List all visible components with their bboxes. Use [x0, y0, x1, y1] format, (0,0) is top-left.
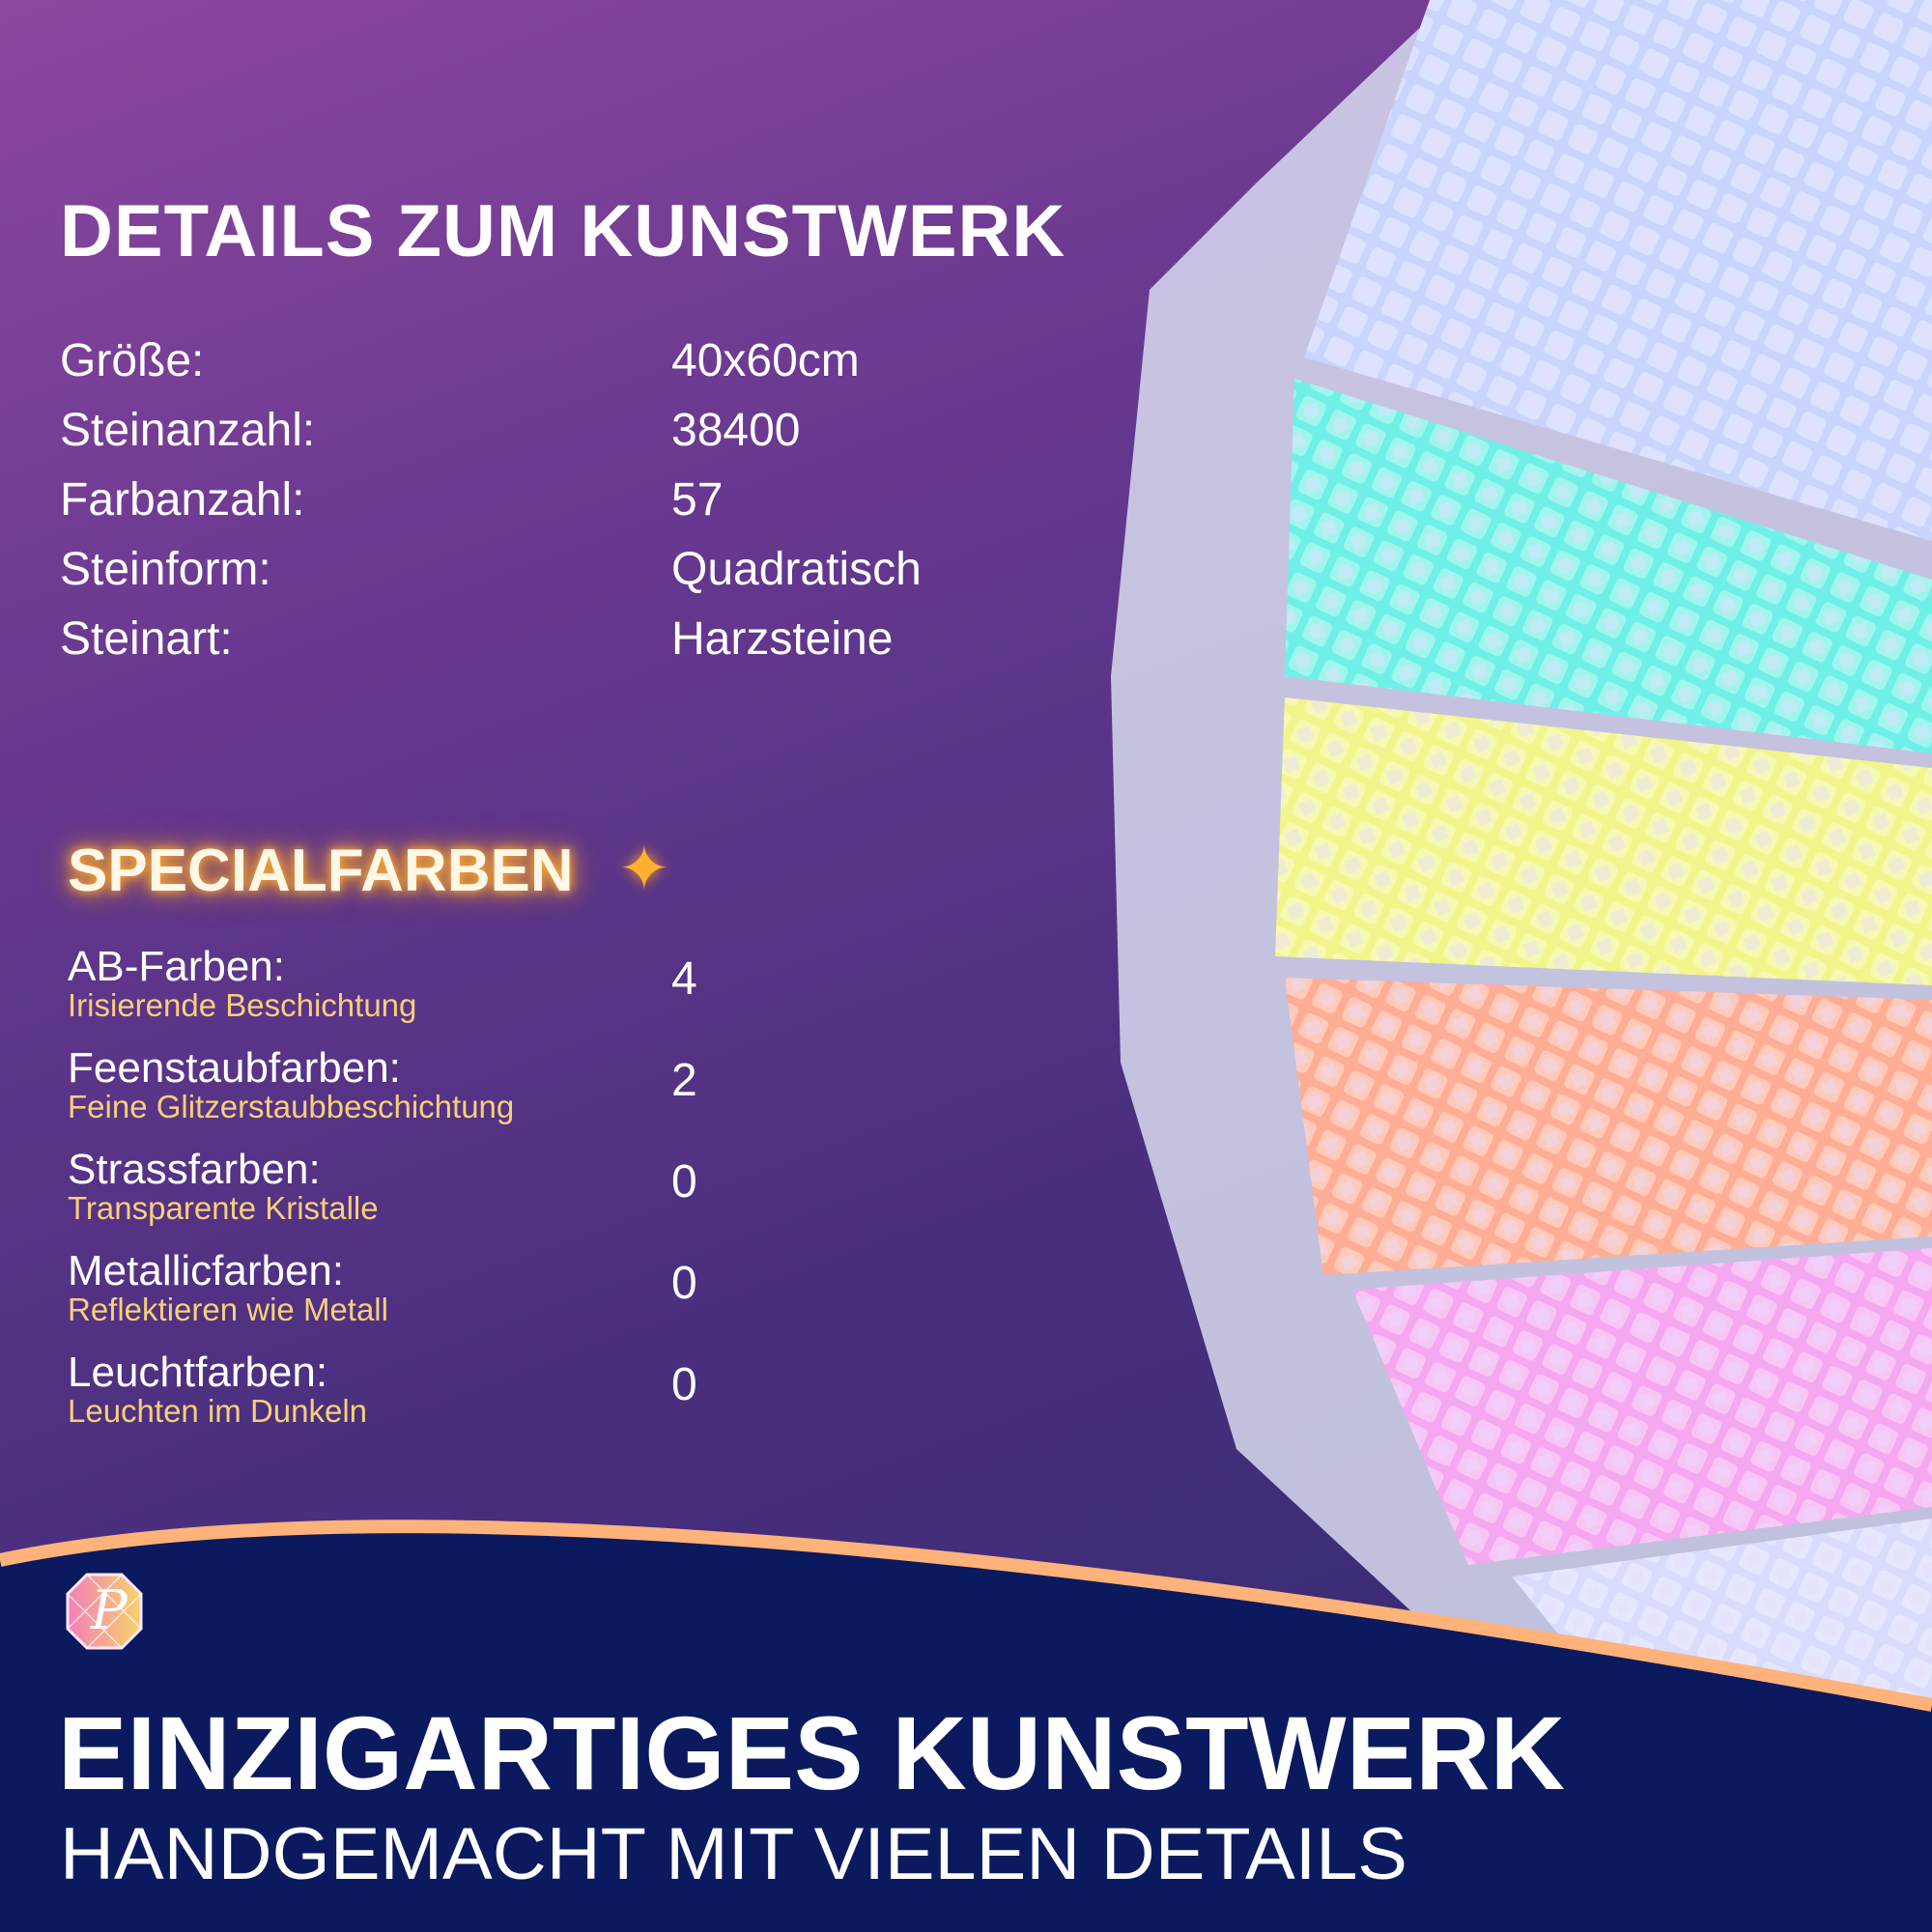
special-color-description: Reflektieren wie Metall [68, 1292, 388, 1327]
detail-label: Steinanzahl: [60, 405, 316, 456]
bead-texture [1275, 697, 1932, 985]
special-color-label: Strassfarben: [68, 1146, 321, 1193]
special-color-count: 4 [671, 953, 697, 1005]
footer-subline: HANDGEMACHT MIT VIELEN DETAILS [60, 1812, 1407, 1896]
bead-texture [1304, 0, 1932, 541]
special-color-count: 0 [671, 1156, 697, 1208]
detail-value: 38400 [671, 405, 801, 456]
special-color-count: 2 [671, 1055, 697, 1106]
special-color-label: Leuchtfarben: [68, 1349, 328, 1396]
detail-label: Steinform: [60, 544, 271, 595]
special-color-description: Feine Glitzerstaubbeschichtung [68, 1089, 515, 1124]
detail-value: Quadratisch [671, 544, 922, 595]
bead-texture [1352, 1248, 1932, 1565]
accent-curve [0, 1520, 1932, 1712]
special-color-count: 0 [671, 1258, 697, 1309]
footer-headline-text: EINZIGARTIGES KUNSTWERK [58, 1694, 1565, 1811]
detail-value: Harzsteine [671, 613, 894, 665]
bead-texture [1285, 978, 1932, 1275]
special-color-label: Metallicfarben: [68, 1247, 345, 1294]
brand-logo: P [66, 1573, 143, 1650]
detail-label: Größe: [60, 335, 205, 386]
details-title: DETAILS ZUM KUNSTWERK [60, 190, 1066, 272]
footer-headline: EINZIGARTIGES KUNSTWERK [58, 1692, 1577, 1813]
special-color-label: Feenstaubfarben: [68, 1044, 401, 1092]
sparkles-icon: ✦ [618, 834, 670, 903]
special-color-count: 0 [671, 1359, 697, 1410]
detail-value: 57 [671, 474, 724, 526]
special-color-description: Irisierende Beschichtung [68, 987, 417, 1023]
detail-value: 40x60cm [671, 335, 860, 386]
special-color-label: AB-Farben: [68, 943, 285, 990]
footer-subline-text: HANDGEMACHT MIT VIELEN DETAILS [60, 1813, 1407, 1895]
special-colors-title: SPECIALFARBEN [68, 838, 574, 904]
detail-label: Farbanzahl: [60, 474, 305, 526]
detail-label: Steinart: [60, 613, 233, 665]
bead-texture [1285, 379, 1932, 753]
logo-letter: P [90, 1579, 128, 1642]
special-color-description: Transparente Kristalle [68, 1190, 379, 1226]
special-color-description: Leuchten im Dunkeln [68, 1393, 368, 1429]
